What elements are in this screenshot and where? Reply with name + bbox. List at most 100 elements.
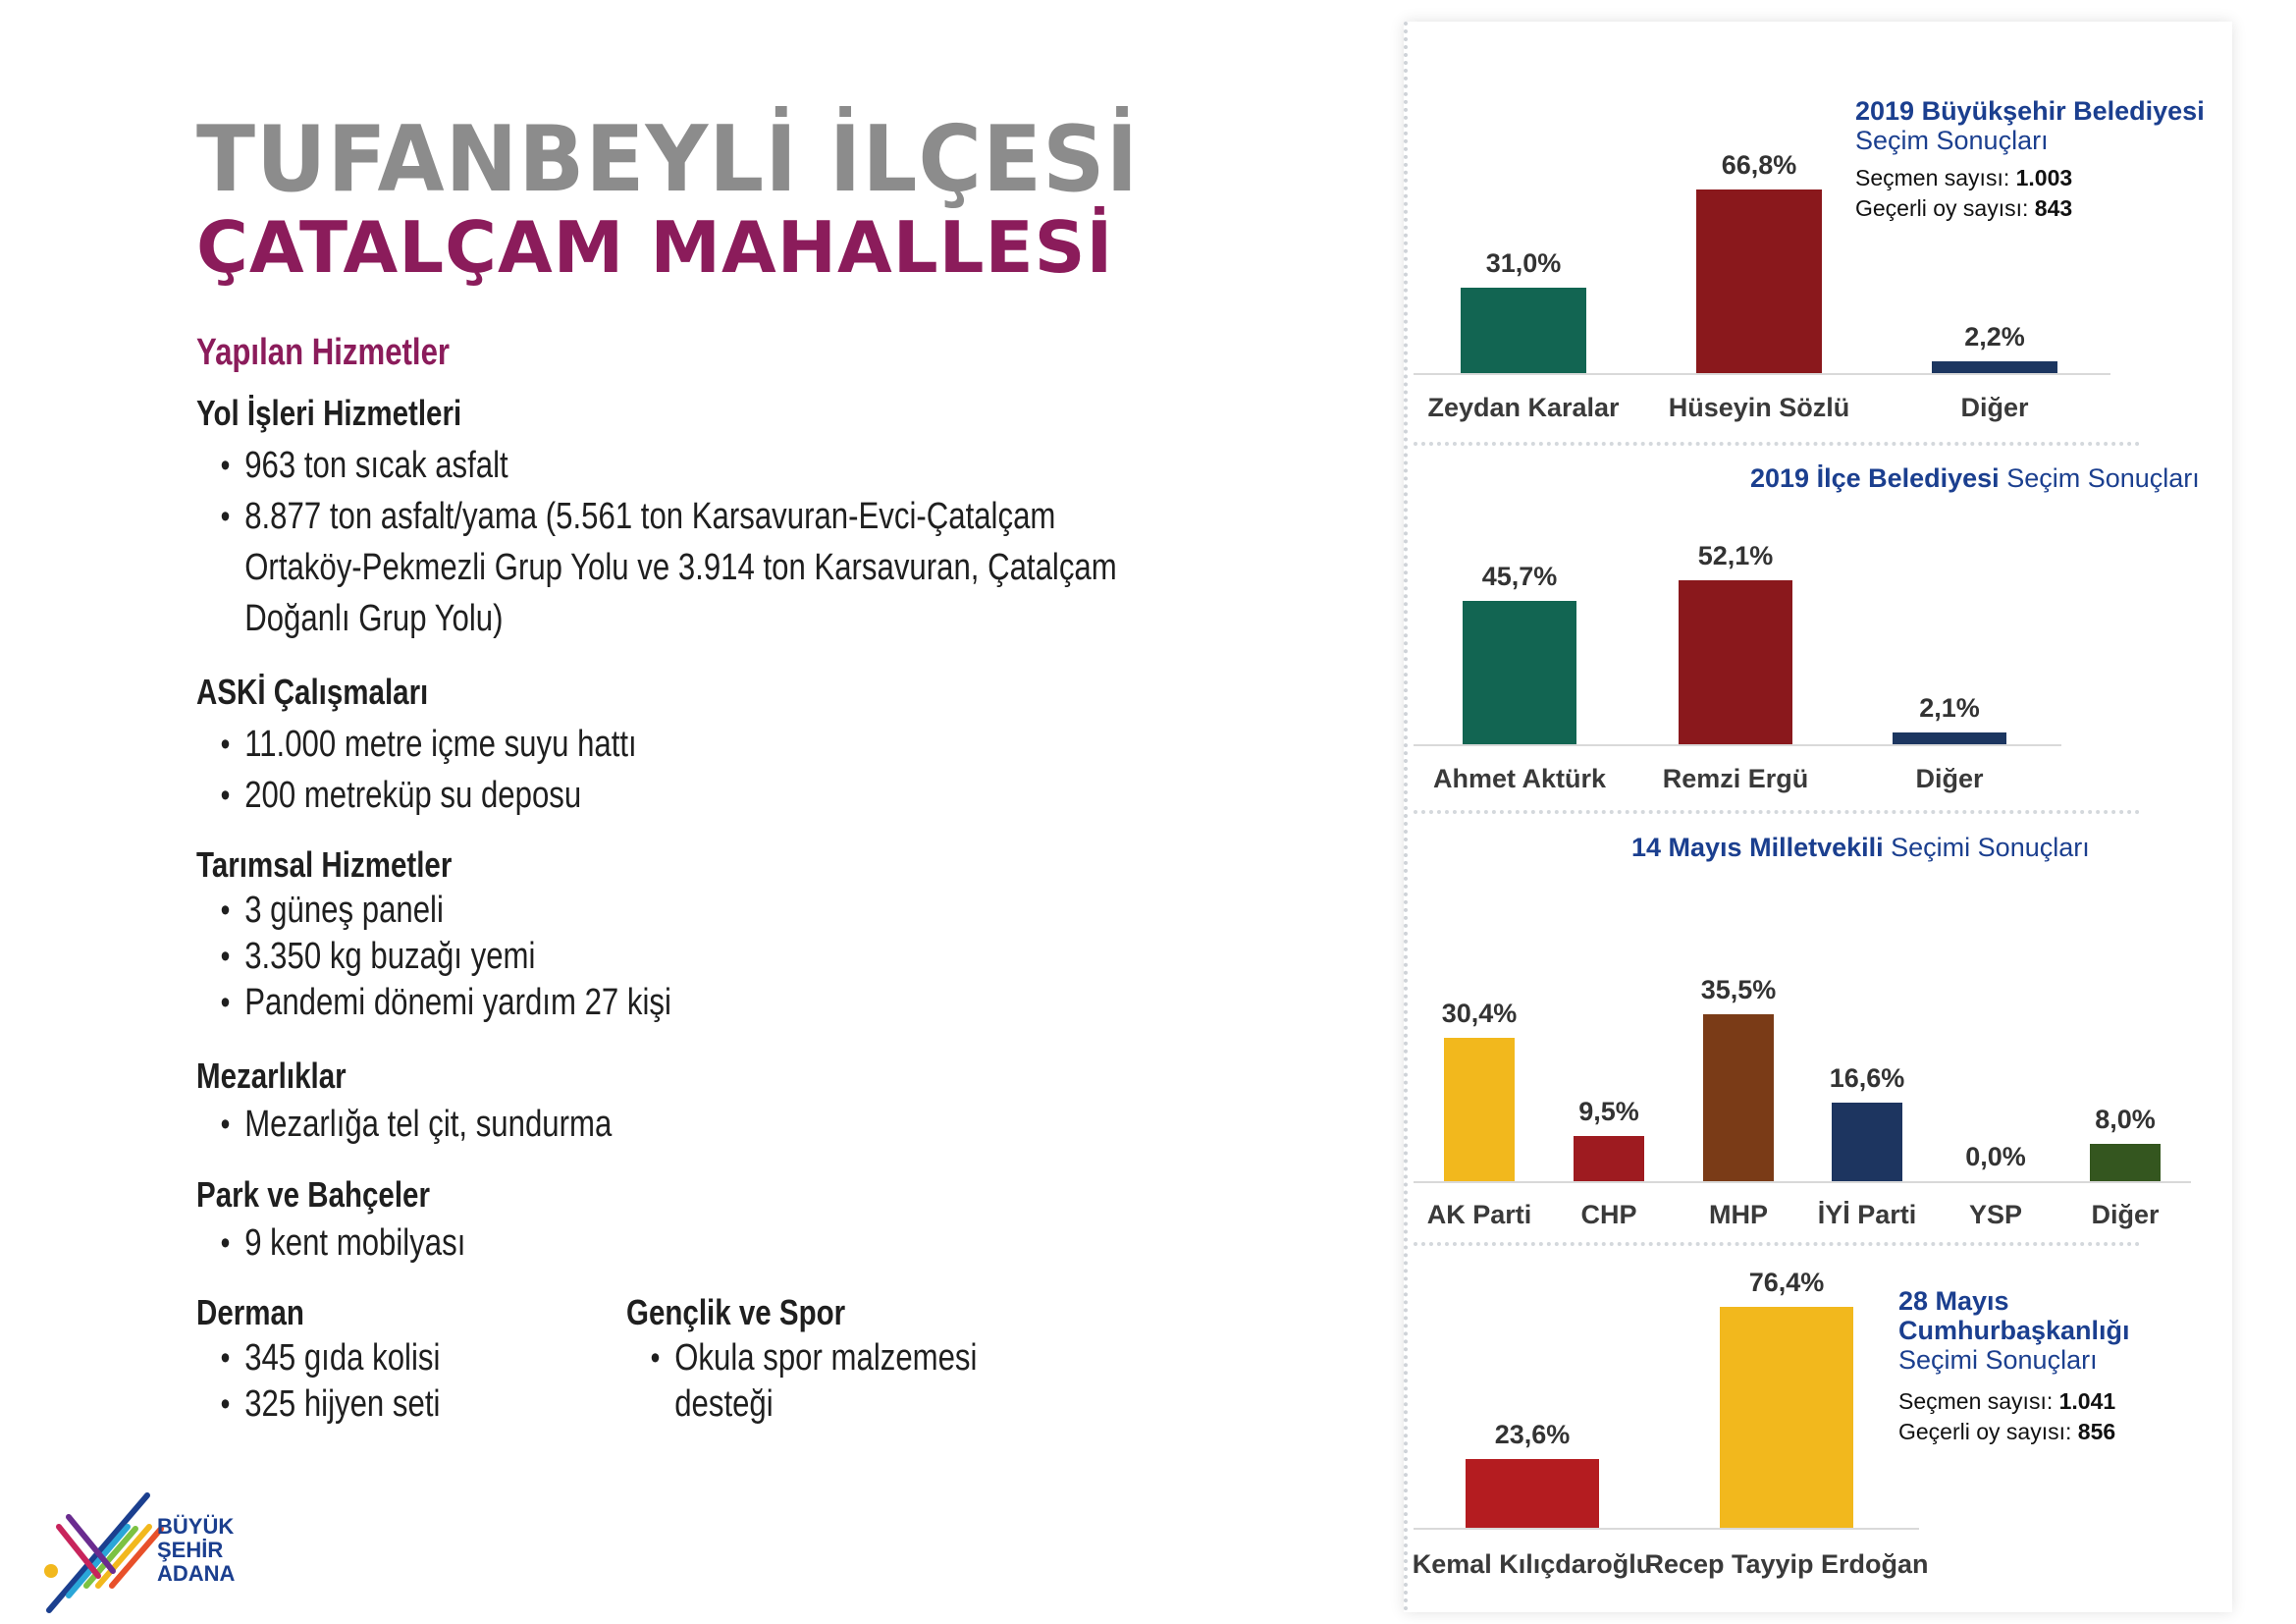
chart2-value-label: 45,7% [1481, 561, 1558, 591]
list-item: 8.877 ton asfalt/yama (5.561 ton Karsavu… [196, 491, 1117, 542]
list-item: 345 gıda kolisi [196, 1335, 441, 1381]
logo-text-line1: BÜYÜK [157, 1514, 235, 1539]
list-item: Mezarlığa tel çit, sundurma [196, 1099, 613, 1150]
services-heading: Yapılan Hizmetler [196, 332, 451, 373]
chart3-category-label: MHP [1709, 1200, 1768, 1229]
section-yol: Yol İşleri Hizmetleri 963 ton sıcak asfa… [196, 393, 1319, 644]
chart2-category-label: Ahmet Aktürk [1432, 764, 1607, 793]
chart3-category-label: CHP [1580, 1200, 1637, 1229]
chart2-value-label: 52,1% [1697, 541, 1774, 571]
list-item: Okula spor malzemesi [626, 1335, 978, 1381]
section-derman: Derman 345 gıda kolisi 325 hijyen seti [196, 1292, 494, 1428]
chart2-title: 2019 İlçe Belediyesi [1750, 463, 2000, 493]
chart4-value-label: 23,6% [1494, 1420, 1571, 1450]
chart1-value-label: 2,2% [1964, 322, 2025, 352]
list-item: Pandemi dönemi yardım 27 kişi [196, 980, 671, 1026]
chart1-bar [1696, 189, 1822, 373]
buyuksehir-adana-logo: BÜYÜK ŞEHİR ADANA [39, 1488, 255, 1615]
logo-text-line2: ŞEHİR [157, 1538, 224, 1562]
chart3-axis [1414, 1181, 2191, 1183]
chart2-value-label: 2,1% [1919, 693, 1980, 723]
chart1-bar [1932, 361, 2057, 373]
chart4-bar [1466, 1459, 1599, 1528]
chart4-category-label: Kemal Kılıçdaroğlu [1412, 1549, 1653, 1579]
chart2-category-label: Remzi Ergü [1662, 764, 1809, 793]
chart3-bar [1444, 1038, 1515, 1181]
section-heading: Tarımsal Hizmetler [196, 844, 453, 885]
chart3-subtitle: Seçimi Sonuçları [1891, 833, 2090, 862]
chart3-value-label: 9,5% [1578, 1097, 1639, 1127]
chart1-valid: Geçerli oy sayısı: 843 [1855, 195, 2073, 221]
list-item-continuation: Doğanlı Grup Yolu) [244, 598, 504, 639]
chart4-axis [1414, 1528, 1919, 1530]
chart3-category-label: Diğer [2091, 1200, 2160, 1229]
chart3-bar [2090, 1143, 2161, 1181]
section-heading: ASKİ Çalışmaları [196, 672, 429, 712]
chart4-value-label: 76,4% [1748, 1267, 1825, 1297]
chart1-value-label: 66,8% [1721, 149, 1797, 180]
chart4-bar [1720, 1306, 1853, 1528]
chart3-bar [1703, 1013, 1774, 1181]
section-tarim: Tarımsal Hizmetler 3 güneş paneli 3.350 … [196, 844, 775, 1026]
chart2-subtitle: Seçim Sonuçları [2006, 463, 2200, 493]
chart4-subtitle: Seçimi Sonuçları [1898, 1345, 2098, 1375]
section-heading: Gençlik ve Spor [626, 1292, 846, 1332]
list-item-continuation: desteği [674, 1383, 774, 1425]
chart4-title: 28 Mayıs Cumhurbaşkanlığı [1898, 1286, 2130, 1345]
chart3-category-label: AK Parti [1426, 1200, 1532, 1229]
chart1-bar [1461, 288, 1586, 373]
divider [1414, 810, 2140, 814]
chart4-title-block: 28 Mayıs Cumhurbaşkanlığı Seçimi Sonuçla… [1898, 1286, 2154, 1375]
list-item: 325 hijyen seti [196, 1381, 441, 1428]
divider [1414, 1242, 2140, 1246]
list-item: 3 güneş paneli [196, 888, 671, 934]
chart4-category-label: Recep Tayyip Erdoğan [1644, 1549, 1929, 1579]
chart3-value-label: 16,6% [1829, 1063, 1905, 1094]
list-item: 963 ton sıcak asfalt [196, 440, 1117, 491]
section-heading: Yol İşleri Hizmetleri [196, 393, 462, 433]
section-park: Park ve Bahçeler 9 kent mobilyası [196, 1174, 525, 1269]
section-aski: ASKİ Çalışmaları 11.000 metre içme suyu … [196, 672, 733, 821]
chart3-heading: 14 Mayıs Milletvekili Seçimi Sonuçları [1631, 833, 2090, 863]
chart4-voters: Seçmen sayısı: 1.041 [1898, 1388, 2116, 1414]
logo-text-line3: ADANA [157, 1561, 236, 1586]
list-item: 9 kent mobilyası [196, 1218, 466, 1269]
chart2-axis [1414, 744, 2061, 746]
chart2-bar [1893, 732, 2006, 744]
section-heading: Mezarlıklar [196, 1056, 347, 1096]
chart2-heading: 2019 İlçe Belediyesi Seçim Sonuçları [1750, 463, 2200, 494]
title-line1: TUFANBEYLİ İLÇESİ [196, 106, 1140, 213]
chart3-value-label: 8,0% [2095, 1104, 2156, 1134]
chart3-category-label: YSP [1968, 1200, 2023, 1229]
chart3-bar [1574, 1136, 1644, 1181]
list-item: 3.350 kg buzağı yemi [196, 934, 671, 980]
chart1-voters: Seçmen sayısı: 1.003 [1855, 165, 2073, 190]
list-item: 11.000 metre içme suyu hattı [196, 719, 637, 770]
chart3-value-label: 0,0% [1965, 1142, 2026, 1171]
chart1-category-label: Diğer [1960, 393, 2029, 422]
chart2-category-label: Diğer [1915, 764, 1984, 793]
chart2-bar [1679, 580, 1792, 744]
chart3-bar [1832, 1103, 1902, 1181]
section-heading: Derman [196, 1292, 304, 1332]
chart1-category-label: Hüseyin Sözlü [1668, 393, 1850, 422]
chart1-title: 2019 Büyükşehir Belediyesi [1855, 96, 2205, 126]
list-item-continuation: Ortaköy-Pekmezli Grup Yolu ve 3.914 ton … [244, 547, 1117, 588]
section-mezarlik: Mezarlıklar Mezarlığa tel çit, sundurma [196, 1056, 703, 1150]
chart1-category-label: Zeydan Karalar [1427, 393, 1620, 422]
logo-mark-icon [44, 1492, 164, 1613]
chart3-title: 14 Mayıs Milletvekili [1631, 833, 1884, 862]
list-item: 200 metreküp su deposu [196, 770, 637, 821]
section-heading: Park ve Bahçeler [196, 1174, 430, 1215]
chart1-value-label: 31,0% [1485, 248, 1562, 279]
chart4-valid: Geçerli oy sayısı: 856 [1898, 1419, 2116, 1444]
divider [1414, 442, 2140, 446]
title-line2: ÇATALÇAM MAHALLESİ [196, 206, 1114, 289]
chart1-axis [1414, 373, 2110, 375]
chart1-subtitle: Seçim Sonuçları [1855, 126, 2049, 155]
chart3-value-label: 30,4% [1441, 999, 1518, 1029]
chart2-bar [1463, 600, 1576, 744]
chart3-category-label: İYİ Parti [1817, 1200, 1917, 1229]
chart3-value-label: 35,5% [1700, 974, 1777, 1004]
section-genclik: Gençlik ve Spor Okula spor malzemesi des… [626, 1292, 1054, 1428]
